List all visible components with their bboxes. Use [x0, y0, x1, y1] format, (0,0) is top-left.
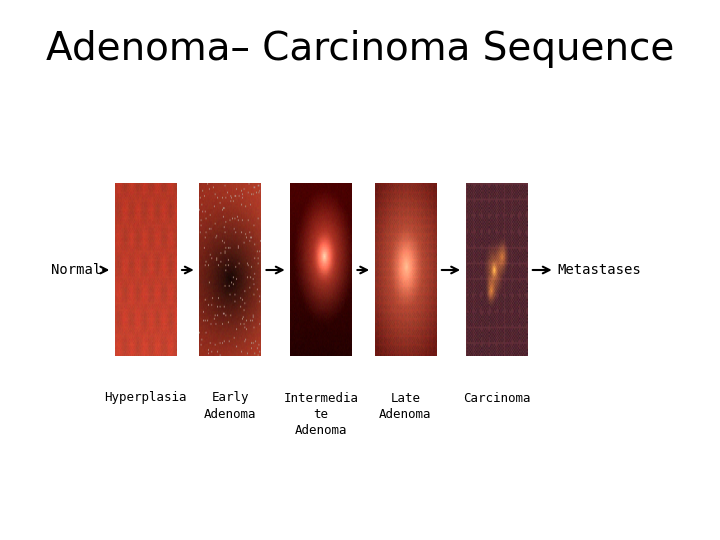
Text: Normal: Normal: [51, 263, 102, 277]
Text: Late
Adenoma: Late Adenoma: [379, 392, 432, 421]
Text: Intermedia
te
Adenoma: Intermedia te Adenoma: [284, 392, 359, 436]
Text: Metastases: Metastases: [558, 263, 642, 277]
Text: Carcinoma: Carcinoma: [463, 392, 530, 404]
Text: Adenoma– Carcinoma Sequence: Adenoma– Carcinoma Sequence: [46, 30, 674, 68]
Text: Hyperplasia: Hyperplasia: [104, 392, 187, 404]
Text: Early
Adenoma: Early Adenoma: [204, 392, 256, 421]
